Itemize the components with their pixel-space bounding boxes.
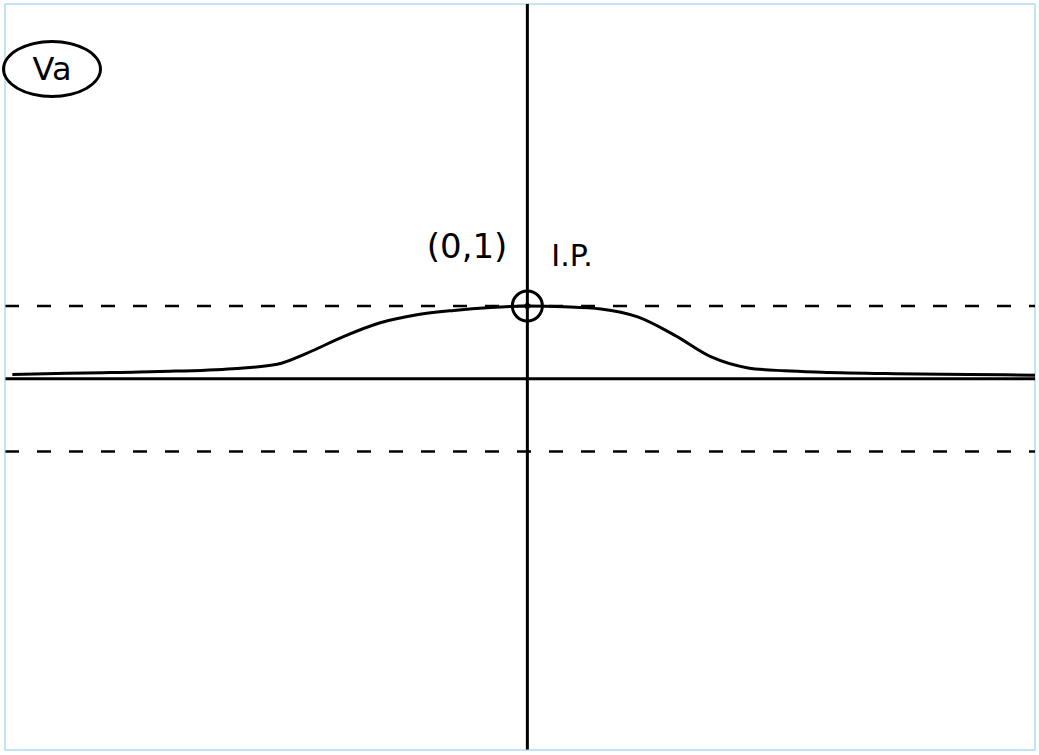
- html-text:Va: Va: [32, 50, 72, 88]
- svg-text:I.P.: I.P.: [551, 238, 592, 273]
- svg-text:(0,1): (0,1): [427, 226, 508, 266]
